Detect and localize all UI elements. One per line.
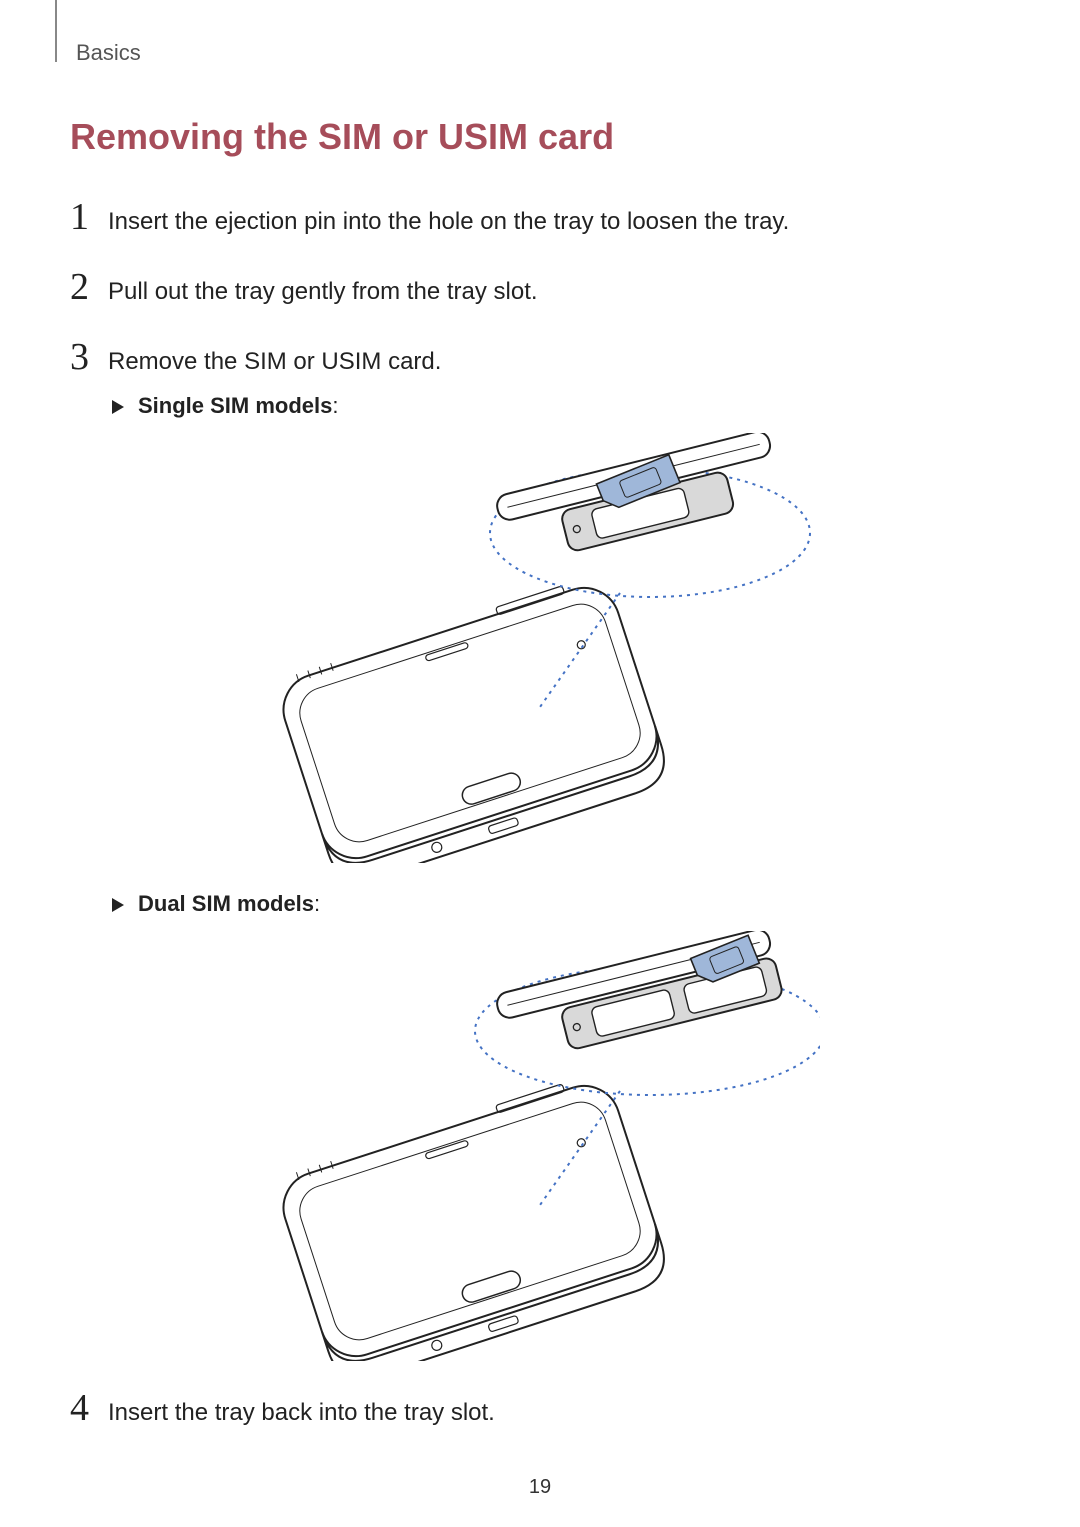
- sub-single-sim: Single SIM models:: [112, 393, 1010, 419]
- page-number: 19: [0, 1476, 1080, 1499]
- step-text: Insert the ejection pin into the hole on…: [108, 201, 789, 240]
- sub-label: Dual SIM models: [138, 891, 314, 916]
- sub-colon: :: [314, 891, 320, 916]
- phone-diagram-single: [260, 433, 820, 863]
- step-number: 3: [70, 338, 108, 376]
- triangle-bullet-icon: [112, 400, 124, 414]
- section-label: Basics: [76, 40, 1010, 66]
- step-number: 2: [70, 268, 108, 306]
- step-1: 1 Insert the ejection pin into the hole …: [70, 198, 1010, 240]
- step-text: Pull out the tray gently from the tray s…: [108, 271, 538, 310]
- page-heading: Removing the SIM or USIM card: [70, 116, 1010, 158]
- step-text: Remove the SIM or USIM card.: [108, 341, 441, 380]
- sub-dual-sim: Dual SIM models:: [112, 891, 1010, 917]
- triangle-bullet-icon: [112, 898, 124, 912]
- step-number: 4: [70, 1389, 108, 1427]
- step-3: 3 Remove the SIM or USIM card.: [70, 338, 1010, 380]
- step-text: Insert the tray back into the tray slot.: [108, 1392, 495, 1431]
- sub-label: Single SIM models: [138, 393, 332, 418]
- step-2: 2 Pull out the tray gently from the tray…: [70, 268, 1010, 310]
- illustration-dual-sim: [70, 931, 1010, 1361]
- step-number: 1: [70, 198, 108, 236]
- header-rule: [55, 0, 57, 62]
- step-4: 4 Insert the tray back into the tray slo…: [70, 1389, 1010, 1431]
- sub-colon: :: [332, 393, 338, 418]
- illustration-single-sim: [70, 433, 1010, 863]
- phone-diagram-dual: [260, 931, 820, 1361]
